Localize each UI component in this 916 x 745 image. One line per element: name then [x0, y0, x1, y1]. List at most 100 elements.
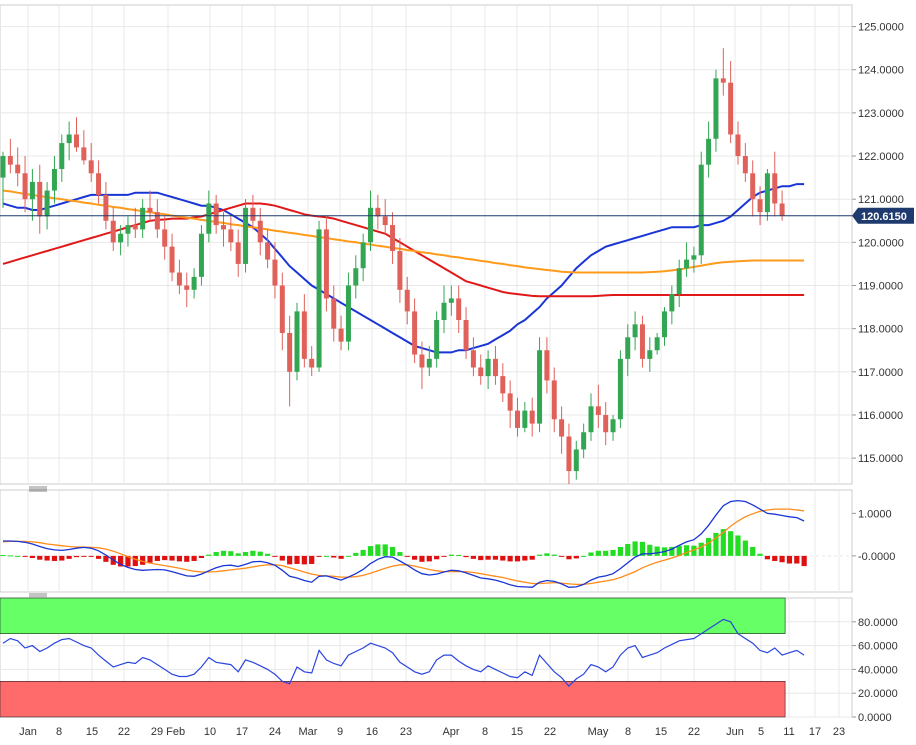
- candle-body: [720, 78, 726, 83]
- candle: [154, 199, 160, 239]
- candle: [51, 156, 57, 204]
- y-tick-label: 40.0000: [858, 664, 898, 676]
- macd-hist-bar: [757, 553, 763, 556]
- candle: [404, 276, 410, 325]
- macd-hist-bar: [287, 555, 293, 565]
- macd-hist-bar: [448, 554, 454, 556]
- macd-hist-bar: [463, 555, 469, 558]
- candle: [603, 402, 609, 446]
- y-tick-label: 121.0000: [858, 194, 904, 206]
- candle: [441, 285, 447, 333]
- macd-panel: 1.0000 -0.0000: [0, 486, 895, 593]
- candle-body: [698, 164, 704, 256]
- macd-hist-bar: [492, 555, 499, 560]
- candle-body: [294, 311, 300, 372]
- candle-body: [610, 419, 616, 433]
- candle: [169, 233, 175, 282]
- macd-hist-bar: [338, 555, 344, 559]
- candle: [639, 315, 645, 368]
- candle: [772, 151, 778, 217]
- candle: [654, 332, 660, 355]
- macd-hist-bar: [735, 535, 741, 556]
- candle-body: [559, 419, 565, 437]
- candle-body: [228, 229, 234, 243]
- candle: [397, 238, 403, 303]
- macd-hist-bar: [595, 550, 601, 556]
- candle-body: [647, 350, 653, 359]
- candle: [698, 151, 704, 264]
- macd-signal-line: [2, 508, 805, 586]
- candle-body: [22, 173, 28, 200]
- candle: [470, 337, 476, 377]
- macd-hist-bar: [625, 543, 631, 556]
- candle: [206, 190, 212, 243]
- candle-body: [691, 255, 697, 260]
- y-tick-label: 125.0000: [858, 22, 904, 34]
- candle: [176, 259, 182, 295]
- candle-body: [368, 207, 373, 243]
- macd-hist-bar: [426, 555, 432, 562]
- candle: [706, 121, 712, 178]
- macd-hist-bar: [500, 555, 506, 561]
- macd-hist-bar: [706, 538, 712, 556]
- candle-body: [250, 207, 256, 221]
- macd-drag-handle[interactable]: [29, 486, 47, 492]
- candle-body: [419, 354, 425, 368]
- candle-body: [184, 285, 190, 290]
- candle: [610, 414, 616, 441]
- candle-body: [522, 410, 528, 428]
- candle: [625, 324, 631, 377]
- candle: [662, 307, 667, 346]
- macd-hist-bar: [742, 540, 748, 556]
- macd-hist-bar: [750, 546, 756, 556]
- candle-body: [706, 138, 712, 165]
- x-tick-label: 5: [758, 726, 764, 738]
- macd-hist-bar: [397, 552, 403, 556]
- candle: [132, 207, 138, 239]
- y-tick-label: 115.0000: [858, 453, 903, 465]
- macd-hist-bar: [382, 544, 388, 556]
- candle-body: [7, 156, 13, 165]
- candle: [118, 225, 124, 256]
- candle-body: [573, 449, 579, 472]
- macd-hist-bar: [162, 555, 168, 561]
- candle-body: [118, 233, 124, 243]
- candle-body: [478, 367, 484, 377]
- candle: [353, 255, 359, 299]
- macd-hist-bar: [522, 555, 528, 561]
- candle-body: [485, 358, 491, 377]
- candle: [294, 302, 300, 381]
- candle: [96, 160, 102, 204]
- candle-body: [515, 410, 520, 428]
- candle: [272, 242, 278, 299]
- candle-body: [463, 320, 469, 351]
- macd-hist-bar: [779, 555, 785, 563]
- candle-body: [603, 414, 609, 433]
- candle: [331, 285, 337, 342]
- rsi-bands: [0, 597, 786, 718]
- x-tick-label: May: [588, 726, 609, 738]
- candle-body: [434, 320, 440, 359]
- rsi-drag-handle[interactable]: [29, 593, 47, 599]
- macd-hist-bar: [478, 555, 484, 561]
- candle: [559, 406, 565, 454]
- macd-hist-bar: [220, 550, 227, 556]
- y-tick-label: 123.0000: [858, 108, 904, 120]
- candle-body: [412, 311, 418, 355]
- candle-body: [338, 328, 344, 342]
- candle: [617, 350, 623, 428]
- candle: [301, 294, 307, 368]
- candle: [345, 272, 351, 351]
- candle: [22, 156, 28, 213]
- macd-axis: 1.0000 -0.0000: [852, 508, 895, 563]
- candle: [140, 199, 146, 239]
- macd-hist-bar: [698, 542, 704, 556]
- macd-hist-bar: [37, 555, 43, 560]
- macd-hist-bar: [191, 555, 197, 561]
- y-tick-label: 120.0000: [858, 237, 904, 249]
- macd-hist-bar: [103, 555, 109, 562]
- macd-hist-bar: [441, 555, 447, 557]
- macd-hist-bar: [59, 555, 65, 561]
- candle: [7, 138, 13, 174]
- macd-hist-bar: [73, 555, 80, 558]
